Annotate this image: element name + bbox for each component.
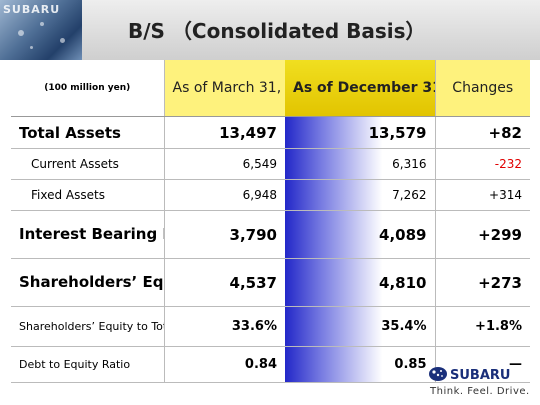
subaru-logo: SUBARU <box>428 365 528 387</box>
december-value: 35.4% <box>285 306 435 347</box>
december-value: 4,089 <box>285 210 435 259</box>
march-value: 3,790 <box>163 210 285 259</box>
change-value: +82 <box>434 116 530 149</box>
brand-wordmark: SUBARU <box>450 368 510 383</box>
row-label: Shareholders’ Equity <box>11 258 164 307</box>
subaru-header-image: SUBARU <box>0 0 82 60</box>
table-row: Debt to Equity Ratio 0.84 0.85 — <box>11 346 530 383</box>
march-value: 4,537 <box>163 258 285 307</box>
row-label: Fixed Assets <box>11 179 164 211</box>
march-value: 33.6% <box>163 306 285 347</box>
col-header-changes: Changes <box>434 60 530 117</box>
march-value: 6,948 <box>163 179 285 211</box>
table-row: Shareholders’ Equity to Total Assets 33.… <box>11 306 530 347</box>
tagline: Think. Feel. Drive. <box>430 386 530 397</box>
march-value: 6,549 <box>163 148 285 180</box>
december-value: 0.85 <box>285 346 435 383</box>
change-value: +273 <box>434 258 530 307</box>
row-label: Shareholders’ Equity to Total Assets <box>11 306 164 347</box>
col-header-december: As of December 31, 2004 <box>285 60 435 117</box>
unit-label: (100 million yen) <box>11 60 164 117</box>
pleiades-stars-icon: SUBARU <box>429 367 510 383</box>
row-label: Total Assets <box>11 116 164 149</box>
table-row: Current Assets 6,549 6,316 -232 <box>11 148 530 180</box>
change-value: -232 <box>434 148 530 180</box>
table-row: Shareholders’ Equity 4,537 4,810 +273 <box>11 258 530 307</box>
table-row: Interest Bearing Debt 3,790 4,089 +299 <box>11 210 530 259</box>
header-logo-text: SUBARU <box>3 3 61 16</box>
change-value: +314 <box>434 179 530 211</box>
page-title: B/S （Consolidated Basis） <box>128 19 426 43</box>
table-header-row: (100 million yen) As of March 31, 2004 A… <box>11 60 530 117</box>
balance-sheet-table: (100 million yen) As of March 31, 2004 A… <box>11 60 530 383</box>
table-row: Fixed Assets 6,948 7,262 +314 <box>11 179 530 211</box>
december-value: 13,579 <box>285 116 435 149</box>
row-label: Interest Bearing Debt <box>11 210 164 259</box>
december-value: 7,262 <box>285 179 435 211</box>
change-value: — <box>434 346 530 383</box>
col-header-march: As of March 31, 2004 <box>163 60 285 117</box>
row-label: Current Assets <box>11 148 164 180</box>
change-value: +1.8% <box>434 306 530 347</box>
row-label: Debt to Equity Ratio <box>11 346 164 383</box>
march-value: 0.84 <box>163 346 285 383</box>
slide-header: SUBARU B/S （Consolidated Basis） <box>0 0 540 60</box>
table-row: Total Assets 13,497 13,579 +82 <box>11 116 530 149</box>
december-value: 4,810 <box>285 258 435 307</box>
change-value: +299 <box>434 210 530 259</box>
december-value: 6,316 <box>285 148 435 180</box>
march-value: 13,497 <box>163 116 285 149</box>
